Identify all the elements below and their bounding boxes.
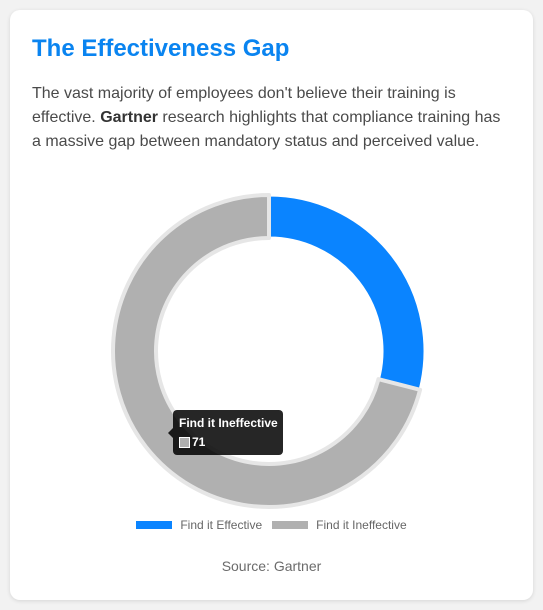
legend-label-ineffective: Find it Ineffective — [316, 518, 407, 532]
source-note: Source: Gartner — [221, 558, 322, 574]
donut-slice-effective[interactable] — [267, 193, 427, 392]
donut-slice-ineffective[interactable] — [111, 193, 423, 509]
tooltip-value: 71 — [192, 435, 206, 449]
legend-swatch-ineffective — [272, 521, 309, 529]
description-text-end: research highlights that compliance trai… — [32, 109, 501, 150]
tooltip-caret — [168, 428, 173, 438]
chart-legend: Find it Effective Find it Ineffective — [10, 518, 533, 532]
legend-item-ineffective[interactable]: Find it Ineffective — [272, 518, 407, 532]
tooltip-value-row: 71 — [179, 435, 277, 449]
chart-card: The Effectiveness Gap The vast majority … — [10, 10, 533, 600]
description-bold-source: Gartner — [100, 109, 158, 126]
description-text-start: The vast majority of employees don't bel… — [32, 85, 456, 126]
tooltip-label: Find it Ineffective — [179, 416, 278, 430]
legend-item-effective[interactable]: Find it Effective — [136, 518, 262, 532]
tooltip-swatch — [179, 436, 190, 448]
chart-tooltip: Find it Ineffective 71 — [168, 410, 283, 455]
donut-chart — [111, 193, 427, 509]
legend-label-effective: Find it Effective — [180, 518, 263, 532]
card-title: The Effectiveness Gap — [32, 35, 290, 62]
card-description: The vast majority of employees don't bel… — [32, 82, 510, 154]
legend-swatch-effective — [136, 521, 173, 529]
